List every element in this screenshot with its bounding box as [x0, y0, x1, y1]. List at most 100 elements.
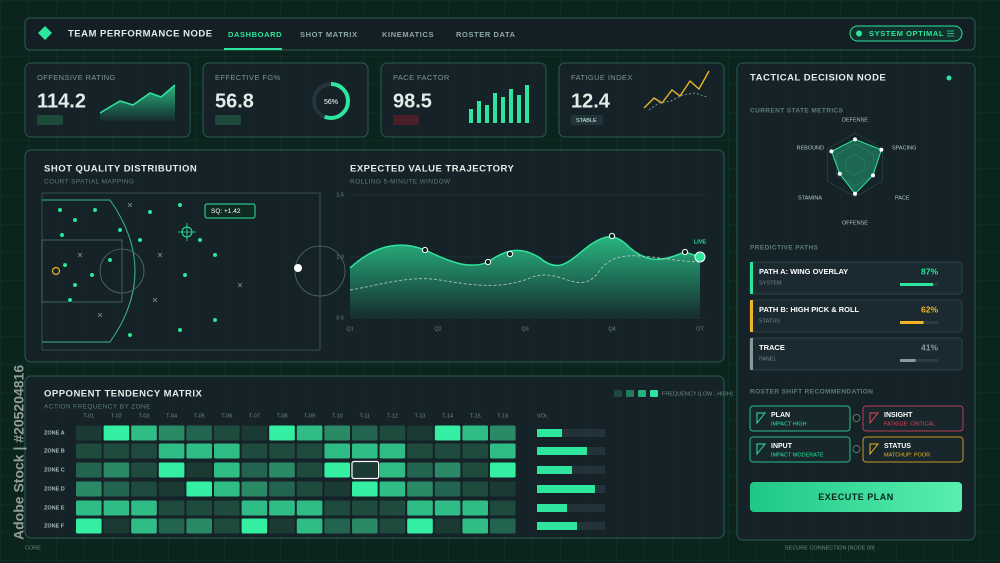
- nav-tab[interactable]: DASHBOARD: [228, 30, 282, 39]
- roster-card[interactable]: [862, 436, 964, 463]
- row-label: ZONE B: [44, 448, 65, 454]
- heat-cell: [241, 462, 268, 478]
- legend-swatch: [638, 390, 646, 397]
- heat-cell: [462, 500, 488, 516]
- status-dot: [946, 75, 952, 81]
- kpi-badge-text: STABLE: [576, 118, 597, 124]
- connector-node: [852, 445, 861, 453]
- y-axis-label: 0.5: [336, 315, 344, 321]
- panel-subtitle: COURT SPATIAL MAPPING: [44, 179, 134, 186]
- highlight-cell: [351, 460, 380, 480]
- heat-cell: [103, 425, 130, 441]
- system-status: SYSTEM OPTIMAL: [869, 29, 944, 38]
- logo: [38, 26, 52, 40]
- heat-cell: [407, 443, 433, 459]
- sq-tag-text: SQ: +1.42: [211, 208, 241, 215]
- ev-point: [484, 258, 492, 266]
- shot-miss: [157, 252, 163, 258]
- kpi-label: OFFENSIVE RATING: [37, 73, 116, 82]
- heat-cell: [434, 518, 461, 534]
- heat-cell: [434, 500, 461, 516]
- shot-miss: [97, 312, 103, 318]
- nav-tab[interactable]: KINEMATICS: [382, 30, 434, 39]
- sparkline-area: [100, 85, 175, 121]
- heat-cell: [490, 481, 516, 497]
- heat-cell: [324, 462, 350, 478]
- shot-miss: [77, 252, 83, 258]
- heat-cell: [269, 518, 295, 534]
- roster-icon: [869, 443, 880, 456]
- heat-cell: [103, 518, 130, 534]
- execute-button[interactable]: [750, 482, 962, 512]
- column-label: T-14: [442, 413, 453, 419]
- heat-cell: [103, 481, 130, 497]
- section-title: PREDICTIVE PATHS: [750, 245, 819, 252]
- ev-point: [506, 250, 514, 258]
- volume-bar: [537, 466, 572, 474]
- status-dot: [856, 30, 862, 37]
- heat-cell: [490, 425, 516, 441]
- heat-cell: [241, 500, 268, 516]
- center-circle: [294, 245, 346, 297]
- heat-cell: [352, 481, 378, 497]
- shot-make: [89, 272, 95, 278]
- kpi-badge: [571, 115, 603, 125]
- heat-cell: [186, 425, 212, 441]
- nav-tab[interactable]: SHOT MATRIX: [300, 30, 358, 39]
- heat-cell: [324, 443, 350, 459]
- shot-miss: [152, 297, 158, 303]
- panel-title: OPPONENT TENDENCY MATRIX: [44, 389, 203, 400]
- heat-cell: [158, 443, 185, 459]
- row-label: ZONE A: [44, 430, 65, 436]
- heat-cell: [352, 443, 378, 459]
- heat-cell: [241, 518, 268, 534]
- heat-cell: [158, 425, 185, 441]
- heat-cell: [76, 500, 102, 516]
- path-percent: 62%: [921, 304, 938, 314]
- ev-point: [681, 248, 689, 256]
- legend-swatch: [650, 390, 658, 397]
- heat-cell: [407, 481, 433, 497]
- volume-bar: [537, 485, 595, 493]
- heat-cell: [462, 481, 488, 497]
- shot-make: [59, 232, 65, 238]
- heat-cell: [131, 462, 157, 478]
- nav-tab[interactable]: ROSTER DATA: [456, 30, 516, 39]
- path-sub: STATUS: [759, 318, 780, 324]
- heat-cell: [103, 500, 130, 516]
- connector-node: [852, 414, 861, 422]
- footer-right: SECURE CONNECTION [NODE 09]: [785, 545, 875, 551]
- heat-cell: [214, 443, 240, 459]
- sparkbar: [525, 85, 529, 123]
- column-label: T-06: [221, 413, 232, 419]
- sparkbar: [469, 109, 473, 123]
- radar-label: REBOUND: [796, 145, 824, 151]
- roster-card[interactable]: [749, 405, 851, 432]
- roster-card[interactable]: [862, 405, 964, 432]
- column-label: T-07: [249, 413, 260, 419]
- shot-make: [197, 237, 203, 243]
- roster-detail: MATCHUP: POOR: [884, 452, 930, 458]
- kpi-badge: [37, 115, 63, 125]
- path-percent: 41%: [921, 342, 938, 352]
- heat-cell: [407, 425, 433, 441]
- radar-point: [837, 171, 842, 176]
- heat-cell: [131, 518, 157, 534]
- heat-cell: [214, 481, 240, 497]
- path-bar: [900, 283, 934, 286]
- shot-make: [57, 207, 63, 213]
- heat-cell: [490, 518, 516, 534]
- execute-label: EXECUTE PLAN: [818, 492, 894, 502]
- shot-make: [92, 207, 98, 213]
- heat-cell: [76, 481, 102, 497]
- heat-cell: [462, 425, 488, 441]
- heat-cell: [490, 443, 516, 459]
- heat-cell: [76, 462, 102, 478]
- column-label: T-13: [414, 413, 425, 419]
- shot-make: [107, 257, 113, 263]
- roster-card[interactable]: [749, 436, 851, 463]
- heat-cell: [214, 462, 240, 478]
- volume-bar: [537, 447, 587, 455]
- column-label: VOL: [537, 413, 548, 419]
